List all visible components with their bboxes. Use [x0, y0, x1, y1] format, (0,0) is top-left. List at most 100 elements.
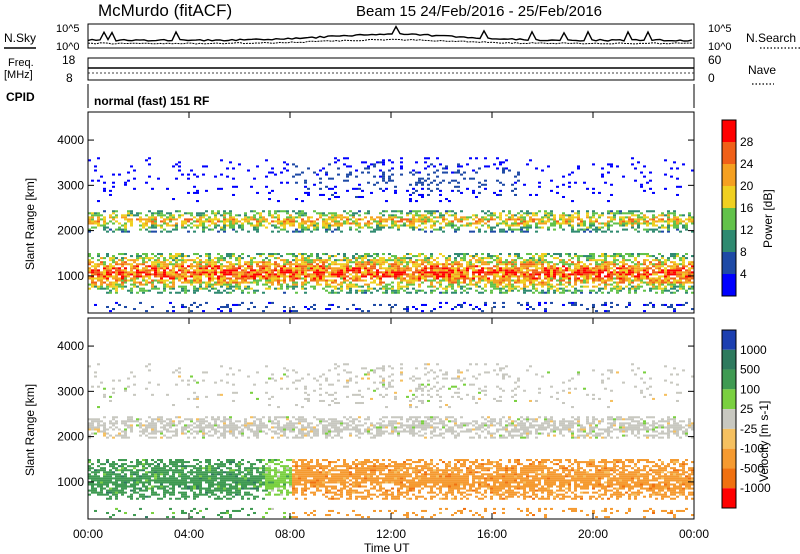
- power-cell: [634, 291, 637, 294]
- power-cell: [496, 281, 499, 284]
- power-cell: [562, 218, 565, 221]
- power-cell: [199, 271, 202, 274]
- power-cell: [658, 226, 661, 229]
- power-cell: [427, 259, 430, 262]
- power-cell: [451, 224, 454, 227]
- power-cell: [232, 281, 235, 284]
- velocity-cell: [100, 430, 103, 433]
- power-colorbar-tick: 12: [740, 223, 754, 237]
- power-cell: [532, 269, 535, 272]
- power-cell: [259, 267, 262, 270]
- power-cell: [646, 230, 649, 233]
- power-cell: [106, 285, 109, 288]
- power-cell: [493, 191, 496, 194]
- power-cell: [529, 224, 532, 227]
- power-cell: [490, 285, 493, 288]
- power-cell: [580, 261, 583, 264]
- velocity-cell: [106, 481, 109, 484]
- velocity-cell: [148, 479, 151, 482]
- power-cell: [661, 279, 664, 282]
- power-cell: [364, 263, 367, 266]
- power-cell: [214, 281, 217, 284]
- power-cell: [481, 291, 484, 294]
- power-cell: [475, 255, 478, 258]
- power-cell: [358, 183, 361, 186]
- power-cell: [610, 267, 613, 270]
- power-cell: [640, 285, 643, 288]
- power-cell: [415, 218, 418, 221]
- power-cell: [568, 269, 571, 272]
- power-cell: [328, 226, 331, 229]
- power-cell: [508, 277, 511, 280]
- power-cell: [496, 275, 499, 278]
- power-cell: [112, 185, 115, 188]
- power-cell: [577, 279, 580, 282]
- power-cell: [151, 224, 154, 227]
- power-cell: [676, 271, 679, 274]
- power-cell: [448, 255, 451, 258]
- power-cell: [481, 277, 484, 280]
- power-cell: [670, 265, 673, 268]
- power-cell: [508, 273, 511, 276]
- power-cell: [172, 224, 175, 227]
- power-cell: [160, 255, 163, 258]
- power-cell: [229, 263, 232, 266]
- power-cell: [688, 281, 691, 284]
- power-cell: [280, 220, 283, 223]
- power-cell: [157, 271, 160, 274]
- power-cell: [325, 265, 328, 268]
- power-cell: [568, 216, 571, 219]
- power-cell: [637, 224, 640, 227]
- power-cell: [370, 273, 373, 276]
- velocity-cell: [112, 493, 115, 496]
- power-cell: [550, 265, 553, 268]
- power-cell: [427, 261, 430, 264]
- velocity-cell: [121, 475, 124, 478]
- power-cell: [241, 218, 244, 221]
- power-cell: [640, 218, 643, 221]
- power-cell: [562, 287, 565, 290]
- power-cell: [400, 220, 403, 223]
- power-cell: [181, 257, 184, 260]
- velocity-cell: [133, 514, 136, 517]
- power-cell: [664, 226, 667, 229]
- power-cell: [121, 265, 124, 268]
- power-cell: [367, 267, 370, 270]
- power-cell: [241, 271, 244, 274]
- power-cell: [631, 275, 634, 278]
- power-cell: [487, 277, 490, 280]
- power-cell: [376, 269, 379, 272]
- power-cell: [550, 218, 553, 221]
- power-cell: [277, 230, 280, 233]
- power-cell: [547, 253, 550, 256]
- power-cell: [355, 263, 358, 266]
- power-cell: [169, 281, 172, 284]
- power-cell: [460, 257, 463, 260]
- power-cell: [625, 259, 628, 262]
- power-cell: [691, 273, 694, 276]
- power-cell: [136, 218, 139, 221]
- velocity-cell: [148, 426, 151, 429]
- power-cell: [574, 283, 577, 286]
- power-cell: [562, 269, 565, 272]
- noise-right-tick-top: 10^5: [708, 23, 732, 35]
- power-cell: [673, 310, 676, 313]
- velocity-cell: [130, 424, 133, 427]
- power-cell: [337, 305, 340, 309]
- power-cell: [643, 289, 646, 292]
- power-cell: [262, 259, 265, 262]
- velocity-cell: [145, 471, 148, 474]
- power-cell: [469, 281, 472, 284]
- power-cell: [556, 253, 559, 256]
- power-cell: [676, 275, 679, 278]
- power-cell: [682, 261, 685, 264]
- power-cell: [355, 187, 358, 190]
- power-cell: [466, 261, 469, 264]
- power-cell: [649, 263, 652, 266]
- power-cell: [214, 277, 217, 280]
- power-cell: [313, 279, 316, 282]
- velocity-cell: [133, 489, 136, 492]
- power-cell: [256, 289, 259, 292]
- power-cell: [388, 159, 391, 162]
- velocity-cell: [97, 422, 100, 425]
